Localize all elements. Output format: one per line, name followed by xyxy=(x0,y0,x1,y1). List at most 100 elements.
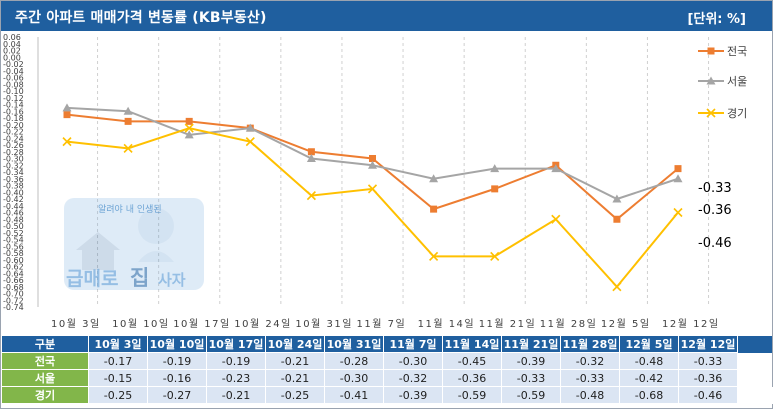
x-tick-labels: 10월 3일 10월 10일 10월 17일 10월 24일 10월 31일 11월 7일… xyxy=(51,318,720,330)
x-tick-label: 11월 7일 xyxy=(357,318,407,330)
y-tick-label: -0.56 xyxy=(3,242,24,251)
x-tick-label: 10월 31일 xyxy=(295,318,353,330)
point-marker xyxy=(306,191,316,201)
y-tick-label: -0.20 xyxy=(3,121,24,130)
data-table: 구분 10월 3일 10월 10일 10월 17일 10월 24일 10월 31… xyxy=(1,336,773,404)
table-cell: -0.68 xyxy=(619,386,679,404)
point-marker xyxy=(123,143,133,153)
table-row: 서울 -0.15 -0.16 -0.23 -0.21 -0.30 -0.32 -0.36 -0.… xyxy=(1,369,773,387)
y-tick-label: -0.06 xyxy=(3,74,24,83)
point-marker xyxy=(369,155,376,162)
y-tick-label: -0.26 xyxy=(3,141,24,150)
table-cell: -0.21 xyxy=(206,386,266,404)
y-tick-label: -0.50 xyxy=(3,222,24,231)
point-marker xyxy=(551,164,561,173)
end-value-label: -0.36 xyxy=(698,203,732,218)
unit-label: [단위: %] xyxy=(687,12,746,27)
table-body: 전국 -0.17 -0.19 -0.19 -0.21 -0.28 -0.30 -0.45 -0.… xyxy=(1,352,773,404)
legend-label: 서울 xyxy=(727,75,747,88)
y-tick-label: -0.08 xyxy=(3,80,24,89)
table-cell: -0.17 xyxy=(88,352,148,370)
y-tick-label: -0.28 xyxy=(3,148,24,157)
x-tick-label: 12월 12일 xyxy=(662,318,720,330)
table-row-label: 서울 xyxy=(1,369,89,387)
y-tick-label: -0.60 xyxy=(3,256,24,265)
y-tick-label: -0.54 xyxy=(3,236,24,245)
point-marker xyxy=(612,282,622,292)
watermark-text-b: 집 xyxy=(130,266,149,290)
table-cell: -0.33 xyxy=(560,369,620,387)
y-tick-label: -0.16 xyxy=(3,107,24,116)
y-tick-label: -0.40 xyxy=(3,188,24,197)
point-marker xyxy=(307,148,315,156)
table-row: 경기 -0.25 -0.27 -0.21 -0.25 -0.41 -0.39 -0.59 -0.… xyxy=(1,386,773,404)
y-tick-label: -0.70 xyxy=(3,290,24,299)
table-cell: -0.21 xyxy=(265,369,325,387)
table-cell: -0.36 xyxy=(678,369,738,387)
y-tick-label: -0.48 xyxy=(3,215,24,224)
end-value-label: -0.46 xyxy=(698,236,732,251)
table-cell: -0.33 xyxy=(678,352,738,370)
point-marker xyxy=(707,47,715,55)
y-tick-label: 0.04 xyxy=(3,40,21,49)
point-marker xyxy=(490,251,500,261)
point-marker xyxy=(706,76,716,85)
table-cell: -0.42 xyxy=(619,369,679,387)
table-cell: -0.32 xyxy=(383,369,443,387)
x-tick-label: 11월 14일 xyxy=(418,318,476,330)
watermark-text-a: 급매로 xyxy=(66,268,118,290)
end-value-label: -0.33 xyxy=(698,181,732,196)
table-header-cell: 11월 21일 xyxy=(501,336,561,353)
point-marker xyxy=(62,103,72,112)
point-marker xyxy=(491,185,499,193)
y-tick-label: -0.04 xyxy=(3,67,24,76)
table-cell: -0.36 xyxy=(442,369,502,387)
y-tick-label: -0.34 xyxy=(3,168,24,177)
table-header-cell: 10월 24일 xyxy=(265,336,325,353)
point-marker xyxy=(123,106,133,115)
table-row-label: 경기 xyxy=(1,386,89,404)
y-tick-label: -0.02 xyxy=(3,60,24,69)
x-tick-label: 10월 10일 xyxy=(112,318,170,330)
point-marker xyxy=(613,215,621,223)
table-cell: -0.28 xyxy=(324,352,384,370)
table-header-cell: 10월 3일 xyxy=(88,336,148,353)
legend-label: 경기 xyxy=(727,107,747,120)
point-marker xyxy=(124,117,132,125)
table-header-pad xyxy=(737,336,773,353)
point-marker xyxy=(673,174,683,183)
table-cell: -0.48 xyxy=(560,386,620,404)
y-tick-label: -0.10 xyxy=(3,87,24,96)
table-cell: -0.27 xyxy=(147,386,207,404)
y-tick-label: -0.58 xyxy=(3,249,24,258)
x-tick-label: 10월 3일 xyxy=(51,318,101,330)
point-marker xyxy=(674,165,682,173)
y-tick-label: -0.72 xyxy=(3,296,24,305)
table-pad-cell xyxy=(737,386,773,404)
table-pad-cell xyxy=(737,369,773,387)
table-cell: -0.30 xyxy=(324,369,384,387)
y-tick-label: 0.06 xyxy=(3,33,21,42)
x-tick-label: 10월 17일 xyxy=(173,318,231,330)
series-lines xyxy=(62,103,683,292)
watermark-text-c: 사자 xyxy=(158,271,186,289)
table-cell: -0.39 xyxy=(501,352,561,370)
x-tick-label: 12월 5일 xyxy=(601,318,651,330)
point-marker xyxy=(185,117,193,125)
y-tick-label: 0.00 xyxy=(3,53,21,62)
y-tick-label: -0.14 xyxy=(3,101,24,110)
y-tick-label: -0.46 xyxy=(3,209,24,218)
table-header-cell: 10월 31일 xyxy=(324,336,384,353)
table-header-cell: 12월 5일 xyxy=(619,336,679,353)
point-marker xyxy=(706,108,716,118)
table-row-label: 전국 xyxy=(1,352,89,370)
y-tick-label: -0.66 xyxy=(3,276,24,285)
y-tick-label: -0.74 xyxy=(3,303,24,312)
point-marker xyxy=(368,160,377,169)
table-cell: -0.16 xyxy=(147,369,207,387)
table-cell: -0.21 xyxy=(265,352,325,370)
table-cell: -0.59 xyxy=(442,386,502,404)
point-marker xyxy=(551,214,561,224)
legend-label: 전국 xyxy=(727,45,747,58)
y-tick-label: -0.24 xyxy=(3,134,24,143)
